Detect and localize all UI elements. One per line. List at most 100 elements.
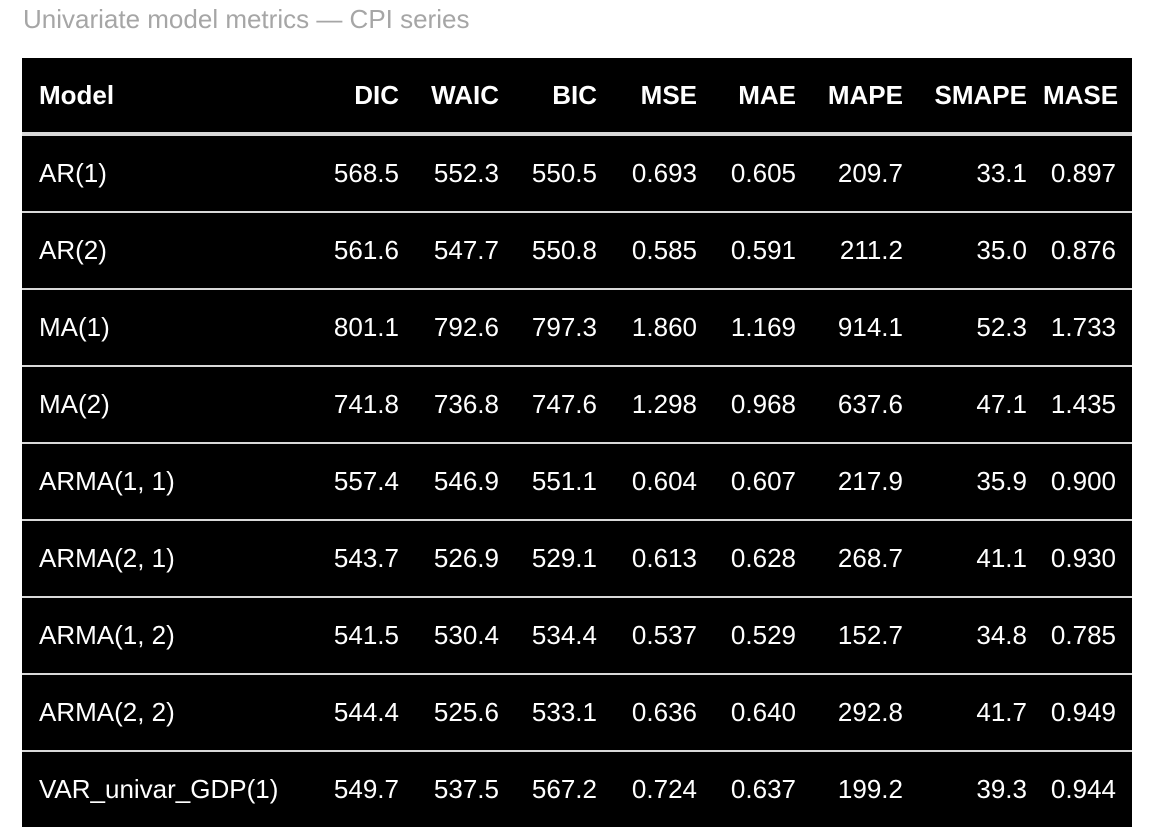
cell-model: MA(2) xyxy=(22,365,312,443)
column-header-mae: MAE xyxy=(713,58,812,136)
cell-bic: 567.2 xyxy=(515,750,613,827)
cell-waic: 526.9 xyxy=(415,519,515,597)
cell-mape: 199.2 xyxy=(812,750,919,827)
column-header-waic: WAIC xyxy=(415,58,515,136)
cell-mae: 0.640 xyxy=(713,673,812,751)
cell-model: MA(1) xyxy=(22,288,312,366)
cell-waic: 530.4 xyxy=(415,596,515,674)
cell-bic: 550.5 xyxy=(531,158,597,188)
column-header-mse: MSE xyxy=(613,58,713,136)
cell-mase: 0.876 xyxy=(1043,211,1132,289)
table-caption: Univariate model metrics — CPI series xyxy=(23,4,470,34)
cell-waic: 552.3 xyxy=(433,158,499,188)
cell-dic: 541.5 xyxy=(312,596,415,674)
table-row: AR(2) 561.6 547.7 550.8 0.585 0.591 211.2 35.0 0… xyxy=(22,211,1132,289)
cell-bic: 529.1 xyxy=(515,519,613,597)
cell-mase: 0.930 xyxy=(1043,519,1132,597)
table-row: ARMA(2, 1) 543.7 526.9 529.1 0.613 0.628 268.7… xyxy=(22,519,1132,597)
table-body: AR(1) 568.5 552.3 550.5 0.693 0.605 209.7 33.1 0… xyxy=(22,134,1132,827)
cell-mse: 1.860 xyxy=(613,288,713,366)
cell-mape: 268.7 xyxy=(812,519,919,597)
cell-mae: 0.968 xyxy=(713,365,812,443)
table-row: AR(1) 568.5 552.3 550.5 0.693 0.605 209.7 33.1 0… xyxy=(22,134,1132,212)
cell-smape: 39.3 xyxy=(919,750,1043,827)
column-header-bic: BIC xyxy=(515,58,613,136)
cell-mase: 0.949 xyxy=(1043,673,1132,751)
cell-mae: 0.591 xyxy=(713,211,812,289)
table-row: MA(2) 741.8 736.8 747.6 1.298 0.968 637.6 47.1 1… xyxy=(22,365,1132,443)
cell-mae: 0.529 xyxy=(713,596,812,674)
cell-mae: 0.607 xyxy=(713,442,812,520)
table-row: ARMA(1, 1) 557.4 546.9 551.1 0.604 0.607 217.9… xyxy=(22,442,1132,520)
cell-waic: 547.7 xyxy=(415,211,515,289)
cell-bic: 550.8 xyxy=(515,211,613,289)
cell-dic: 741.8 xyxy=(312,365,415,443)
cell-mse: 1.298 xyxy=(613,365,713,443)
cell-mse: 0.693 xyxy=(631,158,697,188)
cell-bic: 797.3 xyxy=(515,288,613,366)
cell-smape: 47.1 xyxy=(919,365,1043,443)
cell-smape: 41.1 xyxy=(919,519,1043,597)
cell-model: ARMA(1, 2) xyxy=(22,596,312,674)
cell-mase: 1.733 xyxy=(1043,288,1132,366)
cell-bic: 551.1 xyxy=(515,442,613,520)
cell-dic: 549.7 xyxy=(312,750,415,827)
cell-model: ARMA(2, 2) xyxy=(22,673,312,751)
table-row: VAR_univar_GDP(1) 549.7 537.5 567.2 0.724 0.6… xyxy=(22,750,1132,827)
cell-bic: 534.4 xyxy=(515,596,613,674)
cell-smape: 34.8 xyxy=(919,596,1043,674)
cell-waic: 525.6 xyxy=(415,673,515,751)
column-header-model: Model xyxy=(22,58,312,136)
table-row: ARMA(1, 2) 541.5 530.4 534.4 0.537 0.529 152.7… xyxy=(22,596,1132,674)
cell-waic: 537.5 xyxy=(415,750,515,827)
cell-model: ARMA(2, 1) xyxy=(22,519,312,597)
cell-mape: 637.6 xyxy=(812,365,919,443)
cell-dic: 561.6 xyxy=(312,211,415,289)
cell-dic: 544.4 xyxy=(312,673,415,751)
cell-mape: 292.8 xyxy=(812,673,919,751)
cell-smape: 35.9 xyxy=(919,442,1043,520)
cell-mase: 0.785 xyxy=(1043,596,1132,674)
cell-mape: 152.7 xyxy=(812,596,919,674)
column-header-mase: MASE xyxy=(1043,58,1132,136)
cell-mase: 1.435 xyxy=(1043,365,1132,443)
cell-mse: 0.636 xyxy=(613,673,713,751)
cell-dic: 568.5 xyxy=(333,158,399,188)
cell-mse: 0.585 xyxy=(613,211,713,289)
cell-mase: 0.900 xyxy=(1043,442,1132,520)
cell-mape: 211.2 xyxy=(812,211,919,289)
cell-bic: 747.6 xyxy=(515,365,613,443)
cell-model: AR(1) xyxy=(39,158,107,188)
table-header-row: Model DIC WAIC BIC MSE MAE MAPE SMAPE MA… xyxy=(22,58,1132,136)
column-header-dic: DIC xyxy=(312,58,415,136)
cell-dic: 557.4 xyxy=(312,442,415,520)
cell-smape: 33.1 xyxy=(976,158,1027,188)
cell-dic: 801.1 xyxy=(312,288,415,366)
cell-mape: 209.7 xyxy=(837,158,903,188)
cell-smape: 52.3 xyxy=(919,288,1043,366)
column-header-mape: MAPE xyxy=(812,58,919,136)
cell-mape: 914.1 xyxy=(812,288,919,366)
metrics-table-container: Model DIC WAIC BIC MSE MAE MAPE SMAPE MA… xyxy=(22,58,1132,827)
cell-waic: 792.6 xyxy=(415,288,515,366)
cell-waic: 736.8 xyxy=(415,365,515,443)
cell-smape: 35.0 xyxy=(919,211,1043,289)
cell-model: VAR_univar_GDP(1) xyxy=(22,750,312,827)
column-header-smape: SMAPE xyxy=(919,58,1043,136)
cell-mae: 0.637 xyxy=(713,750,812,827)
cell-mae: 0.605 xyxy=(730,158,796,188)
cell-mase: 0.897 xyxy=(1050,158,1116,188)
cell-bic: 533.1 xyxy=(515,673,613,751)
cell-model: ARMA(1, 1) xyxy=(22,442,312,520)
cell-mse: 0.613 xyxy=(613,519,713,597)
cell-mae: 1.169 xyxy=(713,288,812,366)
table-row: MA(1) 801.1 792.6 797.3 1.860 1.169 914.1 52.3 1… xyxy=(22,288,1132,366)
table-row: ARMA(2, 2) 544.4 525.6 533.1 0.636 0.640 292.8… xyxy=(22,673,1132,751)
cell-mase: 0.944 xyxy=(1043,750,1132,827)
cell-mape: 217.9 xyxy=(812,442,919,520)
cell-mse: 0.537 xyxy=(613,596,713,674)
cell-smape: 41.7 xyxy=(919,673,1043,751)
cell-mae: 0.628 xyxy=(713,519,812,597)
cell-mse: 0.724 xyxy=(613,750,713,827)
cell-dic: 543.7 xyxy=(312,519,415,597)
